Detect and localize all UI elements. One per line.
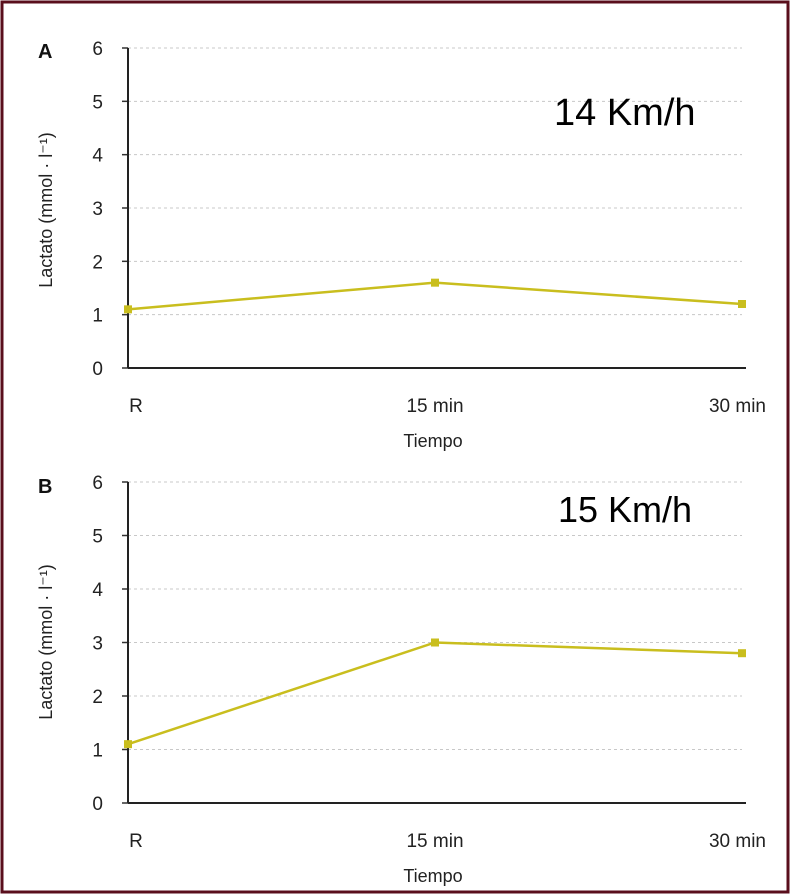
- panel-b-series: [124, 638, 746, 749]
- panel-a-series: [124, 278, 746, 314]
- panel-b-ytick-label: 2: [92, 687, 103, 708]
- panel-b-letter: B: [38, 476, 52, 498]
- panel-b-xlabel: Tiempo: [403, 866, 462, 886]
- panel-a-data-point: [431, 278, 439, 287]
- panel-b-xtick-label: 15 min: [406, 831, 463, 852]
- panel-b-data-point: [124, 740, 132, 749]
- panel-a-ytick-label: 0: [92, 359, 103, 380]
- panel-a-xtick-label: 30 min: [709, 396, 766, 417]
- panel-a-ytick-label: 3: [92, 199, 103, 220]
- panel-b-series-line: [127, 641, 743, 746]
- panel-a-xtick-label: R: [129, 396, 143, 417]
- panel-a-ytick-label: 1: [92, 306, 103, 327]
- panel-a-chart: 0 1 2 3 4 5 6 R 15 min 30 min A 14 Km/h Lactato …: [36, 39, 766, 451]
- panel-b-data-point: [431, 638, 439, 647]
- panel-a-ytick-label: 6: [92, 39, 103, 60]
- panel-b-xtick-label: 30 min: [709, 831, 766, 852]
- panel-a-ylabel: Lactato (mmol · l⁻¹): [36, 132, 56, 288]
- panel-a-axes: [122, 47, 746, 369]
- panel-a-ytick-label: 2: [92, 252, 103, 273]
- panel-a-letter: A: [38, 41, 52, 63]
- panel-b-ytick-labels: 0 1 2 3 4 5 6: [92, 473, 103, 815]
- panel-b-ytick-label: 6: [92, 473, 103, 494]
- panel-b-speed-annotation: 15 Km/h: [558, 489, 692, 530]
- panel-a-xlabel: Tiempo: [403, 431, 462, 451]
- panel-b-axes: [122, 481, 746, 804]
- panel-b-ytick-label: 1: [92, 741, 103, 762]
- panel-a-xtick-labels: R 15 min 30 min: [129, 396, 766, 417]
- panel-a-ytick-labels: 0 1 2 3 4 5 6: [92, 39, 103, 380]
- panel-b-ytick-label: 3: [92, 634, 103, 655]
- panel-a-xtick-label: 15 min: [406, 396, 463, 417]
- panel-a-ytick-label: 4: [92, 146, 103, 167]
- panel-b-data-point: [738, 649, 746, 658]
- panel-b-ytick-label: 5: [92, 527, 103, 548]
- panel-a-data-point: [124, 305, 132, 314]
- panel-a-speed-annotation: 14 Km/h: [554, 92, 696, 134]
- panel-b-xtick-label: R: [129, 831, 143, 852]
- panel-b-ytick-label: 0: [92, 794, 103, 815]
- panel-b-chart: 0 1 2 3 4 5 6 R 15 min 30 min B 15 Km/h Lactato …: [36, 473, 766, 886]
- panel-b-grid: [128, 481, 742, 750]
- panel-a-grid: [128, 47, 742, 316]
- panel-a-ytick-label: 5: [92, 92, 103, 113]
- panel-b-xtick-labels: R 15 min 30 min: [129, 831, 766, 852]
- panel-b-ytick-label: 4: [92, 580, 103, 601]
- panel-a-data-point: [738, 300, 746, 308]
- panel-b-ylabel: Lactato (mmol · l⁻¹): [36, 564, 56, 720]
